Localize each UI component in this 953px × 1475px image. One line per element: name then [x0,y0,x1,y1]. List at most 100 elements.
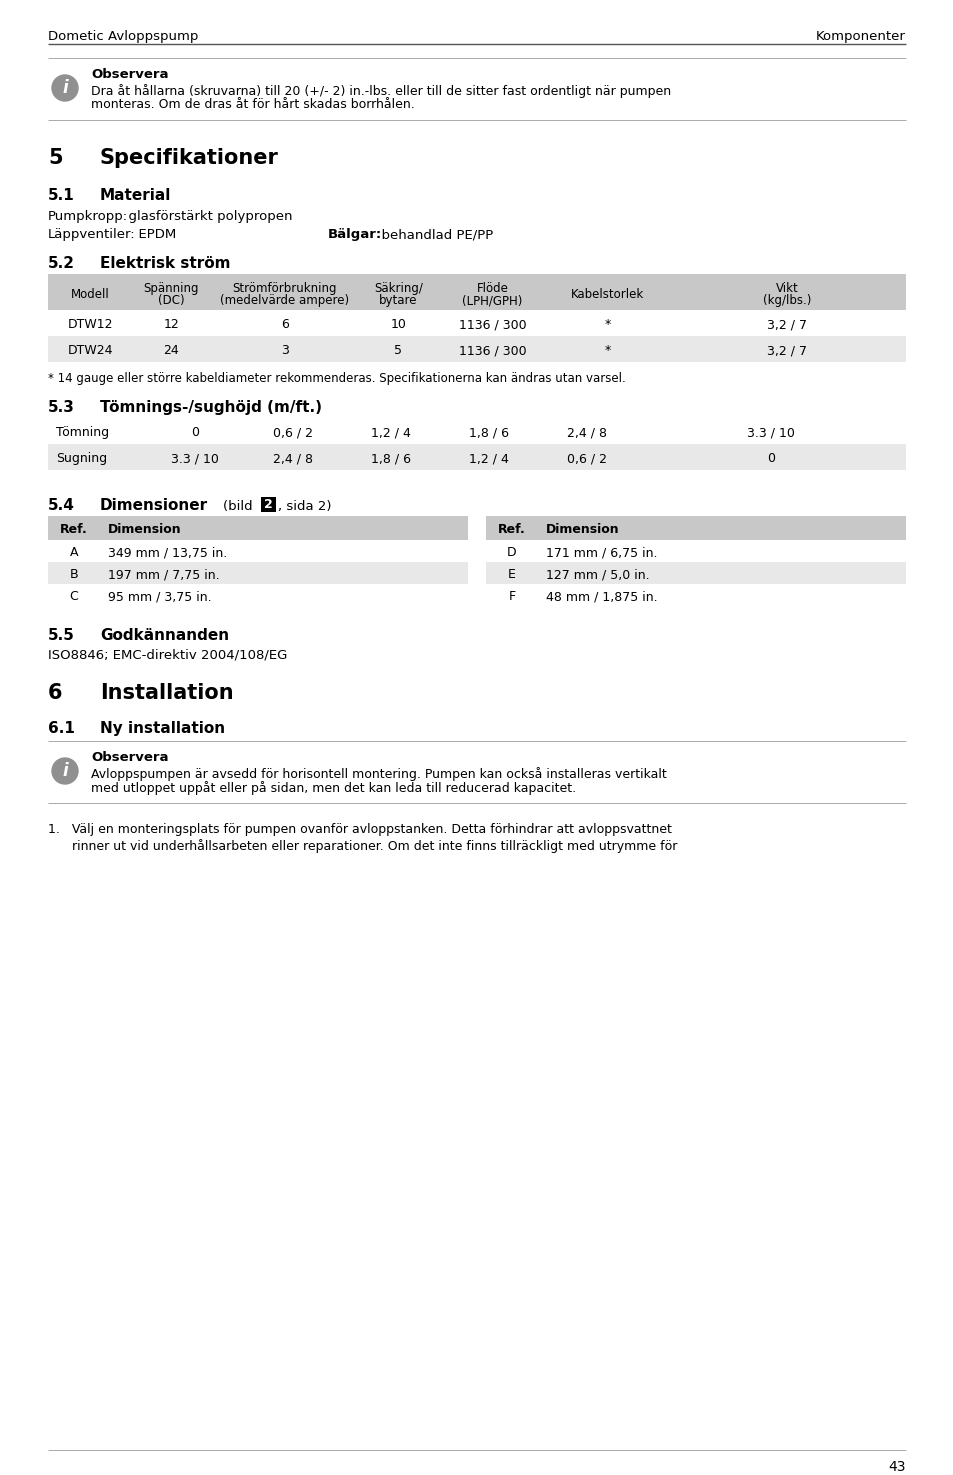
Text: 2,4 / 8: 2,4 / 8 [566,426,606,440]
Text: , sida 2): , sida 2) [277,500,331,513]
Text: 5: 5 [395,344,402,357]
Text: A: A [70,546,78,559]
Bar [48,274,905,310]
Text: Flöde: Flöde [476,282,508,295]
Text: Observera: Observera [91,68,169,81]
Text: D: D [507,546,517,559]
Text: Strömförbrukning: Strömförbrukning [233,282,337,295]
Text: Bälgar:: Bälgar: [328,229,382,240]
Text: i: i [62,80,68,97]
Bar [261,497,275,512]
Text: Vikt: Vikt [775,282,798,295]
Text: 1136 / 300: 1136 / 300 [458,319,526,330]
Text: Observera: Observera [91,751,169,764]
Bar [48,584,468,606]
Text: 0,6 / 2: 0,6 / 2 [566,451,606,465]
Text: 24: 24 [164,344,179,357]
Text: Avloppspumpen är avsedd för horisontell montering. Pumpen kan också installeras : Avloppspumpen är avsedd för horisontell … [91,767,666,780]
Text: * 14 gauge eller större kabeldiameter rekommenderas. Specifikationerna kan ändra: * 14 gauge eller större kabeldiameter re… [48,372,625,385]
Text: EPDM: EPDM [130,229,176,240]
Text: 5.5: 5.5 [48,628,74,643]
Text: Ny installation: Ny installation [100,721,225,736]
Bar [485,516,905,540]
Text: E: E [508,568,516,581]
Text: (kg/lbs.): (kg/lbs.) [762,294,810,307]
Text: 5: 5 [48,148,63,168]
Bar [48,336,905,361]
Text: 1136 / 300: 1136 / 300 [458,344,526,357]
Text: Elektrisk ström: Elektrisk ström [100,257,231,271]
Text: 0: 0 [191,426,199,440]
Bar [485,562,905,584]
Text: 5.3: 5.3 [48,400,74,414]
Text: Ref.: Ref. [60,524,88,535]
Bar [48,562,468,584]
Text: 1,8 / 6: 1,8 / 6 [371,451,411,465]
Text: 1,2 / 4: 1,2 / 4 [371,426,411,440]
Text: 95 mm / 3,75 in.: 95 mm / 3,75 in. [108,590,212,603]
Text: 6.1: 6.1 [48,721,74,736]
Text: Godkännanden: Godkännanden [100,628,229,643]
Text: Sugning: Sugning [56,451,107,465]
Text: 48 mm / 1,875 in.: 48 mm / 1,875 in. [545,590,657,603]
Text: *: * [604,344,611,357]
Text: rinner ut vid underhållsarbeten eller reparationer. Om det inte finns tillräckli: rinner ut vid underhållsarbeten eller re… [48,839,677,853]
Text: 3.3 / 10: 3.3 / 10 [171,451,218,465]
Circle shape [52,758,78,785]
Text: 0: 0 [766,451,774,465]
Bar [48,540,468,562]
Text: Tömnings-/sughöjd (m/ft.): Tömnings-/sughöjd (m/ft.) [100,400,322,414]
Text: 197 mm / 7,75 in.: 197 mm / 7,75 in. [108,568,219,581]
Text: i: i [62,763,68,780]
Text: F: F [508,590,515,603]
Text: 3.3 / 10: 3.3 / 10 [746,426,794,440]
Text: ISO8846; EMC-direktiv 2004/108/EG: ISO8846; EMC-direktiv 2004/108/EG [48,648,287,661]
Bar [48,310,905,336]
Text: C: C [70,590,78,603]
Text: monteras. Om de dras åt för hårt skadas borrhålen.: monteras. Om de dras åt för hårt skadas … [91,97,415,111]
Text: Modell: Modell [71,288,110,301]
Text: 349 mm / 13,75 in.: 349 mm / 13,75 in. [108,546,227,559]
Text: Läppventiler:: Läppventiler: [48,229,135,240]
Text: Dimension: Dimension [545,524,619,535]
Text: Dra åt hållarna (skruvarna) till 20 (+/- 2) in.-lbs. eller till de sitter fast o: Dra åt hållarna (skruvarna) till 20 (+/-… [91,84,670,97]
Text: Tömning: Tömning [56,426,109,440]
Text: 5.1: 5.1 [48,187,74,204]
Text: DTW12: DTW12 [68,319,113,330]
Text: 2: 2 [264,499,273,510]
Text: Specifikationer: Specifikationer [100,148,278,168]
Text: 127 mm / 5,0 in.: 127 mm / 5,0 in. [545,568,649,581]
Text: Dimension: Dimension [108,524,181,535]
Text: 1.   Välj en monteringsplats för pumpen ovanför avloppstanken. Detta förhindrar : 1. Välj en monteringsplats för pumpen ov… [48,823,671,836]
Text: Spänning: Spänning [144,282,199,295]
Text: behandlad PE/PP: behandlad PE/PP [373,229,493,240]
Text: 1,8 / 6: 1,8 / 6 [469,426,509,440]
Text: glasförstärkt polypropen: glasförstärkt polypropen [120,209,293,223]
Text: Pumpkropp:: Pumpkropp: [48,209,128,223]
Text: 43: 43 [887,1460,905,1474]
Text: 3,2 / 7: 3,2 / 7 [766,344,806,357]
Text: Komponenter: Komponenter [815,30,905,43]
Text: bytare: bytare [379,294,417,307]
Text: *: * [604,319,611,330]
Text: DTW24: DTW24 [68,344,113,357]
Bar [48,444,905,471]
Text: Säkring/: Säkring/ [374,282,422,295]
Text: 3,2 / 7: 3,2 / 7 [766,319,806,330]
Text: Material: Material [100,187,172,204]
Text: Dometic Avloppspump: Dometic Avloppspump [48,30,198,43]
Text: 0,6 / 2: 0,6 / 2 [273,426,313,440]
Text: Kabelstorlek: Kabelstorlek [571,288,644,301]
Text: 171 mm / 6,75 in.: 171 mm / 6,75 in. [545,546,657,559]
Text: 5.2: 5.2 [48,257,75,271]
Text: 2,4 / 8: 2,4 / 8 [273,451,313,465]
Text: 6: 6 [48,683,63,704]
Text: 1,2 / 4: 1,2 / 4 [469,451,508,465]
Text: Dimensioner: Dimensioner [100,499,208,513]
Text: 6: 6 [281,319,289,330]
Text: 10: 10 [390,319,406,330]
Bar [485,540,905,562]
Text: (bild: (bild [223,500,256,513]
Bar [485,584,905,606]
Text: (medelvärde ampere): (medelvärde ampere) [220,294,349,307]
